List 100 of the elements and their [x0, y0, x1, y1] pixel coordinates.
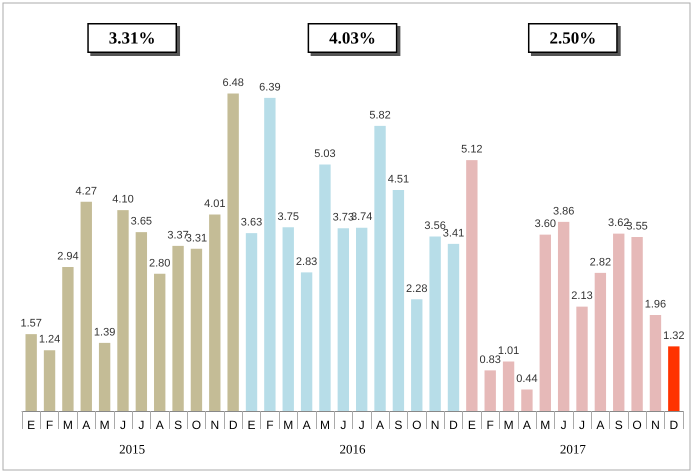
bar: [631, 237, 643, 411]
text: 4.03%: [329, 28, 376, 48]
x-tick-label: M: [100, 418, 110, 432]
bar: [576, 306, 588, 411]
bar: [319, 164, 331, 411]
data-label: 3.86: [552, 205, 574, 218]
x-tick-label: O: [412, 418, 422, 432]
bar: [558, 222, 570, 411]
data-label: 1.57: [20, 318, 42, 330]
bar: [448, 244, 460, 411]
data-label: 5.03: [314, 148, 336, 160]
bar: [356, 228, 368, 411]
data-label: 2.80: [148, 257, 170, 270]
x-tick-label: E: [468, 418, 476, 432]
data-label: 1.24: [38, 334, 60, 346]
x-tick-label: E: [27, 418, 36, 432]
x-tick-label: M: [540, 418, 550, 432]
data-label: 6.39: [259, 81, 281, 94]
bar: [190, 248, 202, 411]
bar: [594, 272, 606, 411]
x-tick-label: A: [302, 418, 311, 432]
x-tick-label: A: [596, 418, 604, 432]
bar: [502, 362, 514, 411]
bar: [98, 342, 110, 411]
x-tick-label: O: [192, 418, 202, 432]
bar: [154, 274, 166, 411]
x-tick-label: J: [138, 418, 144, 432]
data-label: 1.96: [644, 298, 666, 310]
bar: [136, 232, 148, 411]
bar: [117, 210, 129, 411]
x-tick-label: D: [449, 418, 458, 432]
data-label: 3.60: [534, 218, 556, 230]
data-label: 5.82: [369, 109, 391, 122]
x-tick-label: J: [120, 418, 126, 432]
data-label: 1.39: [94, 326, 116, 338]
x-tick-label: A: [156, 418, 164, 432]
bar: [80, 202, 92, 411]
text: 2015: [119, 442, 146, 456]
x-tick-label: A: [82, 418, 90, 432]
x-tick-label: M: [283, 418, 294, 432]
x-tick-label: M: [320, 418, 330, 432]
text: 2016: [340, 442, 366, 456]
bar: [374, 126, 386, 411]
bar: [227, 93, 239, 411]
bar: [521, 389, 533, 411]
x-tick-label: N: [210, 418, 220, 432]
bar: [540, 234, 551, 411]
data-label: 2.83: [296, 256, 318, 268]
x-tick-label: N: [430, 418, 440, 432]
bar: [300, 272, 312, 411]
text: 2.50%: [549, 28, 596, 48]
x-tick-label: J: [579, 418, 586, 432]
data-label: 4.01: [204, 198, 226, 210]
x-tick-label: D: [228, 418, 238, 432]
data-label: 4.27: [76, 185, 97, 198]
data-label: 0.83: [479, 354, 501, 366]
bar: [668, 346, 680, 411]
data-label: 1.32: [663, 330, 685, 342]
bar: [282, 227, 294, 411]
bar: [429, 236, 441, 411]
data-label: 4.10: [112, 194, 134, 206]
bar: [209, 214, 220, 411]
x-tick-label: F: [46, 418, 54, 432]
x-tick-label: S: [394, 418, 402, 432]
bar: [62, 266, 74, 411]
x-tick-label: J: [560, 418, 567, 432]
data-label: 6.48: [222, 76, 244, 89]
data-label: 2.28: [406, 282, 428, 295]
x-tick-label: E: [248, 418, 256, 432]
bar: [246, 233, 258, 411]
x-tick-label: A: [376, 418, 384, 432]
bar: [650, 314, 662, 411]
data-label: 5.12: [461, 144, 483, 156]
bar: [411, 299, 422, 411]
bar: [484, 370, 496, 411]
x-tick-label: J: [340, 418, 346, 432]
x-tick-label: F: [266, 418, 274, 432]
x-tick-label: J: [358, 418, 365, 432]
x-tick-label: A: [522, 418, 531, 432]
x-tick-label: O: [632, 418, 642, 432]
bar: [44, 350, 56, 411]
x-tick-label: N: [651, 418, 660, 432]
x-tick-label: M: [62, 418, 73, 432]
bar: [264, 98, 276, 411]
bar: [172, 246, 184, 411]
bar: [338, 228, 350, 411]
data-label: 2.13: [571, 290, 593, 302]
data-label: 2.82: [590, 256, 612, 268]
data-label: 3.75: [278, 210, 299, 223]
data-label: 3.65: [130, 216, 152, 228]
x-tick-label: S: [174, 418, 182, 432]
bar: [613, 234, 624, 411]
x-tick-label: S: [614, 418, 623, 432]
bar: [466, 160, 478, 411]
data-label: 3.63: [240, 216, 262, 229]
bar: [25, 334, 37, 411]
x-tick-label: F: [486, 418, 494, 432]
data-label: 3.41: [442, 227, 464, 240]
text: 2017: [560, 442, 586, 456]
data-label: 4.51: [388, 174, 410, 186]
